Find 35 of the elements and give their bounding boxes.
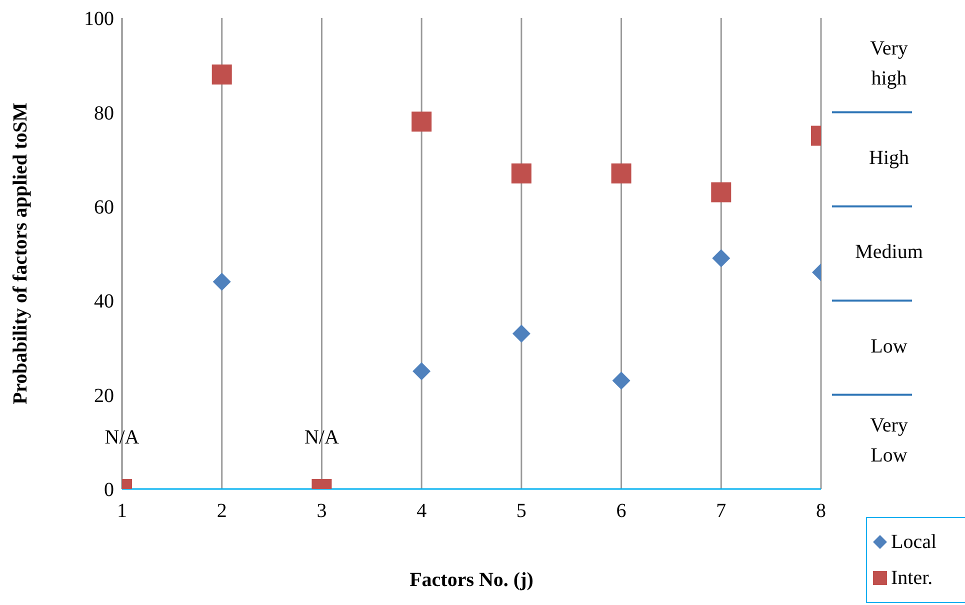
point	[412, 362, 431, 380]
x-tick-label: 8	[816, 500, 826, 522]
x-tick-label: 3	[316, 500, 327, 522]
point	[412, 112, 432, 132]
legend-label: Local	[890, 530, 938, 554]
legend-label: Inter.	[890, 566, 934, 590]
y-tick-label: 0	[104, 479, 114, 502]
point	[612, 372, 630, 390]
text: High	[869, 146, 909, 169]
point	[512, 324, 530, 343]
y-tick-label: 40	[94, 290, 114, 313]
point	[611, 163, 632, 184]
annotation: N/A	[304, 426, 340, 449]
y-tick-label: 20	[94, 384, 114, 407]
x-tick-label: 5	[516, 500, 526, 522]
x-tick-label: 1	[117, 500, 127, 522]
x-tick-label: 4	[416, 500, 427, 522]
text: Very Low	[870, 414, 908, 466]
x-tick-label: 6	[616, 500, 626, 522]
y-axis-title: Probability of factors applied toSM	[10, 102, 32, 404]
point	[212, 272, 231, 291]
point	[711, 182, 732, 202]
text: Very high	[870, 38, 908, 90]
point	[511, 163, 532, 184]
x-tick-label: 7	[716, 500, 726, 522]
x-tick-label: 2	[216, 500, 227, 522]
annotation: N/A	[104, 426, 140, 449]
y-tick-label: 80	[94, 102, 114, 124]
x-axis-title: Factors No. (j)	[410, 569, 534, 591]
point	[712, 249, 730, 268]
point	[212, 64, 232, 85]
y-tick-label: 60	[94, 196, 114, 218]
text: Medium	[855, 241, 924, 264]
text: Low	[870, 335, 908, 358]
y-tick-label: 100	[84, 8, 114, 30]
